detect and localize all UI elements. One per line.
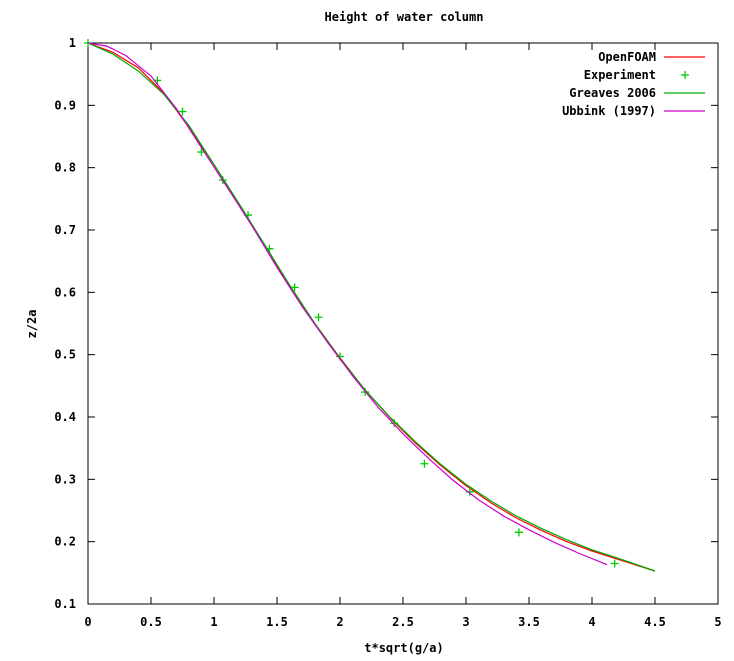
legend-label-greaves-2006: Greaves 2006 xyxy=(569,86,656,100)
y-tick-label: 0.8 xyxy=(54,161,76,175)
y-tick-label: 0.9 xyxy=(54,98,76,112)
experiment-point xyxy=(178,107,187,116)
experiment-point xyxy=(610,559,619,568)
axis-ticks: 0 0.5 1 1.5 2 2.5 3 3.5 4 4.5 5 0.1 0.2 0.3 0.4 0.5 0.6 0… xyxy=(54,36,721,629)
plot-frame xyxy=(87,42,719,605)
y-tick-label: 0.6 xyxy=(54,285,76,299)
y-tick-label: 1 xyxy=(69,36,76,50)
openfoam-line xyxy=(87,42,656,572)
y-tick-label: 0.3 xyxy=(54,472,76,486)
x-tick-label: 3 xyxy=(462,615,469,629)
x-axis-label: t*sqrt(g/a) xyxy=(364,641,443,655)
experiment-point xyxy=(290,283,299,292)
x-tick-label: 1 xyxy=(210,615,217,629)
y-tick-label: 0.7 xyxy=(54,223,76,237)
y-tick-label: 0.2 xyxy=(54,535,76,549)
x-tick-label: 4.5 xyxy=(644,615,666,629)
legend: OpenFOAM Experiment Greaves 2006 Ubbink (19… xyxy=(562,50,705,118)
y-tick-label: 0.4 xyxy=(54,410,76,424)
y-tick-label: 0.1 xyxy=(54,597,76,611)
x-tick-label: 4 xyxy=(588,615,595,629)
experiment-point xyxy=(514,528,523,537)
x-tick-label: 3.5 xyxy=(518,615,540,629)
greaves-2006-line xyxy=(87,42,656,572)
x-tick-label: 1.5 xyxy=(266,615,288,629)
chart-title: Height of water column xyxy=(325,10,484,24)
y-axis-label: z/2a xyxy=(25,310,39,339)
x-tick-label: 2.5 xyxy=(392,615,414,629)
y-tick-label: 0.5 xyxy=(54,348,76,362)
series-layer xyxy=(84,39,656,572)
legend-label-openfoam: OpenFOAM xyxy=(598,50,656,64)
experiment-point xyxy=(420,459,429,468)
legend-swatch-experiment xyxy=(681,71,689,79)
x-tick-label: 5 xyxy=(714,615,721,629)
experiment-point xyxy=(314,313,323,322)
x-tick-label: 2 xyxy=(336,615,343,629)
x-tick-label: 0 xyxy=(84,615,91,629)
legend-label-experiment: Experiment xyxy=(584,68,656,82)
legend-label-ubbink-1997: Ubbink (1997) xyxy=(562,104,656,118)
x-tick-label: 0.5 xyxy=(140,615,162,629)
ubbink-1997-line xyxy=(87,42,608,566)
